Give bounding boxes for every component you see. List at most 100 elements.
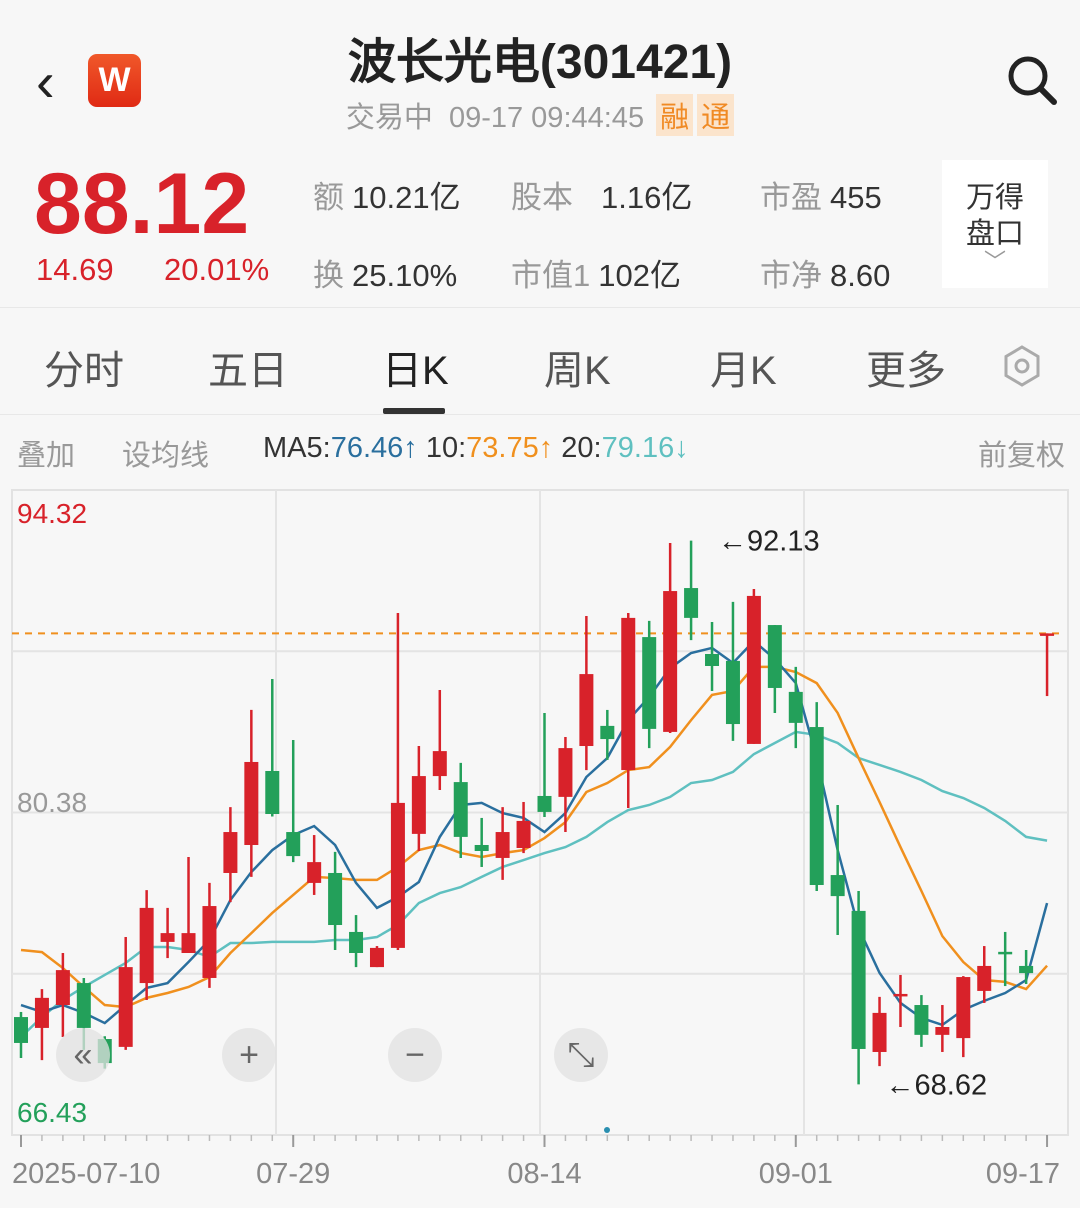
candle-up <box>432 690 447 790</box>
candle-body <box>851 910 866 1049</box>
wind-label-1: 万得 <box>965 182 1024 214</box>
candle-body <box>998 951 1013 955</box>
connect-badge: 通 <box>697 94 735 136</box>
price-change: 14.69 <box>36 252 114 287</box>
ma10-value: 73.75↑ <box>466 432 554 464</box>
candle-up <box>34 989 49 1061</box>
scroll-left-icon: « <box>74 1036 93 1074</box>
chevron-down-icon: ﹀ <box>983 249 1006 274</box>
back-button[interactable]: ‹ <box>36 52 55 112</box>
zoom-out-button[interactable]: − <box>388 1028 442 1082</box>
tab-intraday[interactable]: 分时 <box>44 349 124 393</box>
candle-body <box>223 832 238 873</box>
candle-down <box>684 540 699 641</box>
candle-body <box>369 947 384 968</box>
ma-legend: MA5:76.46↑ 10:73.75↑ 20:79.16↓ <box>263 432 689 465</box>
candle-body <box>537 795 552 812</box>
candle-body <box>893 993 908 997</box>
candle-body <box>286 832 301 857</box>
candle-body <box>307 862 322 883</box>
candle-down <box>998 931 1013 987</box>
candle-up <box>558 736 573 833</box>
candle-body <box>642 637 657 729</box>
candle-body <box>160 933 175 942</box>
overlay-button[interactable]: 叠加 <box>17 440 76 472</box>
candle-down <box>914 995 929 1047</box>
tab-five-day[interactable]: 五日 <box>208 349 288 393</box>
candle-body <box>495 832 510 858</box>
candle-down <box>453 762 468 858</box>
candle-body <box>411 776 426 834</box>
candle-up <box>118 937 133 1050</box>
adjust-mode-button[interactable]: 前复权 <box>978 440 1066 472</box>
ma10-line <box>20 665 1048 1009</box>
candle-body <box>1019 965 1034 974</box>
chevron-left-icon: ‹ <box>36 50 55 113</box>
candle-body <box>349 931 364 953</box>
candle-down <box>788 666 803 749</box>
candle-down <box>537 712 552 818</box>
candle-down <box>600 709 615 760</box>
settings-hexagon-icon[interactable] <box>1000 344 1044 388</box>
candle-body <box>328 872 343 926</box>
candle-up <box>223 807 238 903</box>
candle-body <box>265 770 280 815</box>
candle-up <box>663 542 678 734</box>
candle-body <box>1040 633 1055 636</box>
candle-up <box>160 907 175 959</box>
price-annotation: ←92.13 <box>718 526 820 558</box>
stat-share-capital: 股本 1.16亿 <box>511 180 693 215</box>
ma20-value: 79.16↓ <box>601 432 689 464</box>
candle-body <box>55 970 70 1006</box>
ma10-label: 10: <box>425 432 467 464</box>
candle-down <box>705 622 720 691</box>
margin-badge: 融 <box>656 94 694 136</box>
zoom-out-icon: − <box>405 1036 425 1074</box>
candle-up <box>579 616 594 771</box>
tab-weekly-k[interactable]: 周K <box>544 349 611 393</box>
search-icon[interactable] <box>1004 52 1060 108</box>
x-tick-label: 08-14 <box>507 1158 581 1190</box>
candle-body <box>725 660 740 725</box>
fullscreen-button[interactable]: ⤡ <box>554 1028 608 1082</box>
x-tick-label: 2025-07-10 <box>12 1158 160 1190</box>
candle-up <box>516 801 531 854</box>
tab-daily-k[interactable]: 日K <box>382 349 449 393</box>
candle-body <box>516 820 531 848</box>
datetime: 09-17 09:44:45 <box>448 102 645 134</box>
stock-title: 波长光电(301421) <box>347 36 733 89</box>
scroll-left-button[interactable]: « <box>56 1028 110 1082</box>
app-logo[interactable]: W <box>88 54 141 107</box>
trading-status: 交易中 09-17 09:44:45 融通 <box>0 94 1080 136</box>
tab-monthly-k[interactable]: 月K <box>710 349 777 393</box>
tab-more[interactable]: 更多 <box>866 349 946 393</box>
candle-up <box>55 952 70 1037</box>
candle-body <box>788 691 803 723</box>
set-ma-button[interactable]: 设均线 <box>122 440 210 472</box>
stat-pe: 市盈 455 <box>760 180 882 215</box>
current-price: 88.12 <box>34 156 250 252</box>
candle-down <box>265 678 280 817</box>
candle-up <box>307 835 322 895</box>
divider <box>0 414 1080 415</box>
zoom-in-button[interactable]: + <box>222 1028 276 1082</box>
candle-body <box>914 1005 929 1035</box>
x-tick-label: 09-01 <box>759 1158 833 1190</box>
stat-pb: 市净 8.60 <box>760 258 891 293</box>
candle-body <box>474 844 489 852</box>
candle-body <box>453 782 468 837</box>
candle-up <box>390 613 405 950</box>
candle-up <box>956 976 971 1058</box>
wind-orderbook-button[interactable]: 万得 盘口 ﹀ <box>942 160 1048 288</box>
candle-up <box>139 890 154 1000</box>
candle-body <box>118 967 133 1047</box>
fullscreen-icon: ⤡ <box>567 1036 594 1074</box>
candle-down <box>830 804 845 935</box>
candle-body <box>746 595 761 744</box>
stat-turnover-rate: 换 25.10% <box>313 258 458 293</box>
zoom-in-bg <box>222 1028 276 1082</box>
candle-up <box>872 996 887 1067</box>
candle-body <box>202 906 217 978</box>
kline-chart[interactable]: 94.32 80.38 66.43 2025-07-10 07-29 08-14 09-01… <box>0 480 1080 1208</box>
scroll-indicator-dot <box>604 1127 610 1133</box>
